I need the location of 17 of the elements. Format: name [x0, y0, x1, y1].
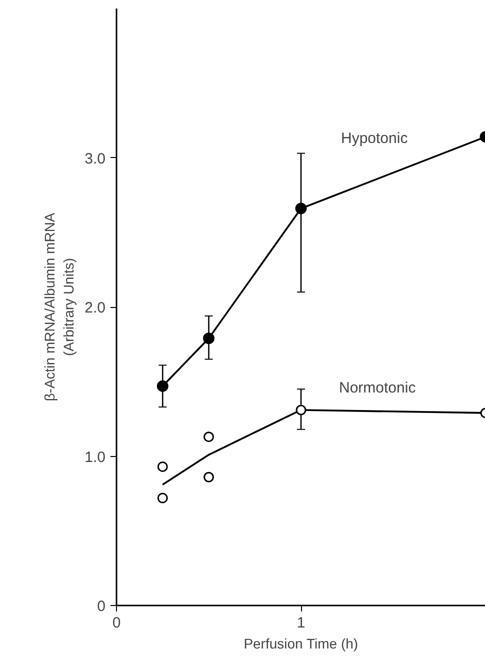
y-axis-title: β-Actin mRNA/Albumin mRNA (Arbitrary Units) [41, 212, 77, 402]
point [156, 380, 168, 392]
point [203, 332, 214, 344]
point [204, 432, 214, 442]
point [157, 461, 168, 472]
y-tick-label: 2.0 [84, 300, 106, 316]
point [295, 202, 307, 214]
y-tick-label: 1.0 [84, 448, 106, 466]
point [204, 472, 214, 482]
y-tick-label: 3.0 [84, 150, 106, 168]
x-axis-title: Perfusion Time (h) [244, 636, 358, 652]
y-tick-label: 0 [97, 598, 106, 615]
point [157, 492, 168, 504]
point [296, 404, 306, 416]
series-label: Normotonic [339, 379, 416, 396]
series-label: Hypotonic [341, 130, 408, 147]
x-tick-label: 1 [296, 614, 306, 632]
